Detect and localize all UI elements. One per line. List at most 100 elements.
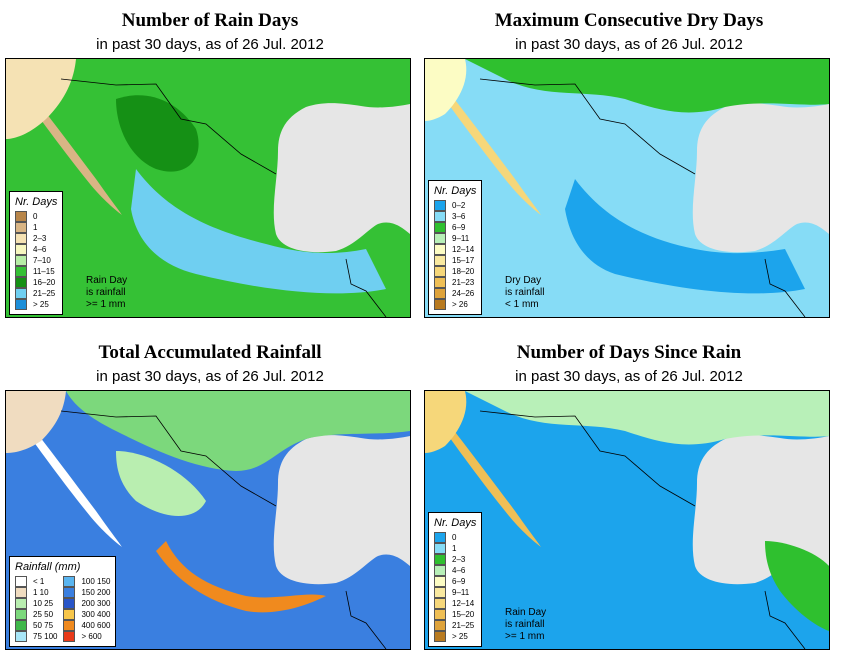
panel-days-since-rain: Number of Days Since Rain in past 30 day… xyxy=(424,332,834,652)
legend-label: 7–10 xyxy=(33,256,51,265)
legend-label: 1 xyxy=(33,223,38,232)
legend-label: 25 50 xyxy=(33,610,54,619)
legend-item: 0 xyxy=(434,532,476,543)
map-dry-days: Nr. Days 0–2 3–6 6–9 9–11 12–14 15–17 18–20 21–… xyxy=(424,58,830,318)
panel-dry-days: Maximum Consecutive Dry Days in past 30 … xyxy=(424,0,834,320)
legend-swatch xyxy=(434,222,446,233)
legend-item: > 25 xyxy=(434,631,476,642)
legend-label: 400 600 xyxy=(81,621,111,630)
baja-peninsula xyxy=(429,399,541,547)
legend-swatch xyxy=(15,299,27,310)
legend-swatch xyxy=(434,277,446,288)
map-total-rainfall: Rainfall (mm) < 1 100 150 1 10 150 200 10 25… xyxy=(5,390,411,650)
legend-swatch xyxy=(15,598,27,609)
panel-total-rainfall: Total Accumulated Rainfall in past 30 da… xyxy=(5,332,415,652)
legend-swatch xyxy=(434,598,446,609)
legend-item: 24–26 xyxy=(434,288,476,299)
legend-swatch xyxy=(434,565,446,576)
legend-swatch xyxy=(434,200,446,211)
wet-region xyxy=(565,179,805,294)
legend-label: 300 400 xyxy=(81,610,111,619)
legend-label: 21–25 xyxy=(33,289,56,298)
panel-title: Number of Days Since Rain xyxy=(516,342,742,363)
legend-item: 2–3 xyxy=(15,233,57,244)
legend-item: 15–20 xyxy=(434,609,476,620)
legend-item: > 600 xyxy=(63,631,110,642)
panel-title: Total Accumulated Rainfall xyxy=(98,342,322,363)
legend-label: 0 xyxy=(452,533,457,542)
legend-swatch xyxy=(15,277,27,288)
legend-label: > 25 xyxy=(33,300,49,309)
legend-swatch xyxy=(434,532,446,543)
panel-title: Number of Rain Days xyxy=(121,10,299,31)
country-border xyxy=(60,78,277,175)
definition-note: Dry Day is rainfall < 1 mm xyxy=(505,275,545,310)
legend-label: 0 xyxy=(33,212,38,221)
southern-border xyxy=(345,590,387,649)
legend-item: 21–25 xyxy=(15,288,57,299)
legend-label: < 1 xyxy=(33,577,45,586)
legend-label: 150 200 xyxy=(81,588,111,597)
legend-list: < 1 100 150 1 10 150 200 10 25 200 300 25 50 30… xyxy=(15,576,110,642)
legend-label: 12–14 xyxy=(452,599,475,608)
panel-title: Maximum Consecutive Dry Days xyxy=(494,10,764,31)
legend-item: 21–23 xyxy=(434,277,476,288)
legend-label: 24–26 xyxy=(452,289,475,298)
legend-label: 3–6 xyxy=(452,212,466,221)
legend-swatch xyxy=(63,587,76,598)
legend-item: 50 75 xyxy=(15,620,57,631)
legend-swatch xyxy=(15,233,27,244)
legend-item: 9–11 xyxy=(434,233,476,244)
legend-label: 15–17 xyxy=(452,256,475,265)
country-border xyxy=(60,410,277,507)
legend-swatch xyxy=(63,620,76,631)
legend-label: 10 25 xyxy=(33,599,54,608)
legend-label: 100 150 xyxy=(81,577,111,586)
legend-label: 21–23 xyxy=(452,278,475,287)
legend-swatch xyxy=(434,211,446,222)
north-green-region xyxy=(465,59,829,113)
legend-item: 11–15 xyxy=(15,266,57,277)
legend-swatch xyxy=(15,620,27,631)
legend-label: 0–2 xyxy=(452,201,466,210)
legend-swatch xyxy=(434,233,446,244)
legend-item: 1 xyxy=(15,222,57,233)
legend-item: 9–11 xyxy=(434,587,476,598)
country-border xyxy=(479,78,696,175)
legend-swatch xyxy=(15,288,27,299)
heavy-rain-region xyxy=(156,541,326,613)
legend-swatch xyxy=(63,576,76,587)
legend-swatch xyxy=(434,576,446,587)
legend-item: 1 10 xyxy=(15,587,57,598)
legend-title: Rainfall (mm) xyxy=(15,561,81,573)
legend-days-since-rain: Nr. Days 0 1 2–3 4–6 6–9 9–11 12–14 15–20 21–25 >… xyxy=(428,512,483,647)
legend-item: 300 400 xyxy=(63,609,110,620)
panel-rain-days: Number of Rain Days in past 30 days, as … xyxy=(5,0,415,320)
land-mass xyxy=(425,391,829,649)
legend-swatch xyxy=(15,587,27,598)
baja-peninsula xyxy=(429,67,541,215)
legend-swatch xyxy=(434,543,446,554)
legend-item: > 25 xyxy=(15,299,57,310)
definition-note: Rain Day is rainfall >= 1 mm xyxy=(505,607,547,642)
legend-list: 0–2 3–6 6–9 9–11 12–14 15–17 18–20 21–23 24–26 > … xyxy=(434,200,476,310)
panel-subtitle: in past 30 days, as of 26 Jul. 2012 xyxy=(515,368,743,385)
legend-swatch xyxy=(15,211,27,222)
legend-item: 0 xyxy=(15,211,57,222)
southern-border xyxy=(764,590,806,649)
legend-item: 75 100 xyxy=(15,631,57,642)
legend-swatch xyxy=(15,576,27,587)
legend-label: > 26 xyxy=(452,300,468,309)
legend-item: 6–9 xyxy=(434,222,476,233)
legend-item: 3–6 xyxy=(434,211,476,222)
map-days-since-rain: Nr. Days 0 1 2–3 4–6 6–9 9–11 12–14 15–20 21–25 >… xyxy=(424,390,830,650)
southern-border xyxy=(764,258,806,317)
legend-rain-days: Nr. Days 0 1 2–3 4–6 7–10 11–15 16–20 21–25 > 25 xyxy=(9,191,64,315)
dry-region xyxy=(6,59,76,139)
green-region xyxy=(66,391,410,471)
legend-label: 9–11 xyxy=(452,588,470,597)
legend-swatch xyxy=(15,609,27,620)
legend-item: 4–6 xyxy=(15,244,57,255)
legend-item: 25 50 xyxy=(15,609,57,620)
legend-label: 50 75 xyxy=(33,621,54,630)
